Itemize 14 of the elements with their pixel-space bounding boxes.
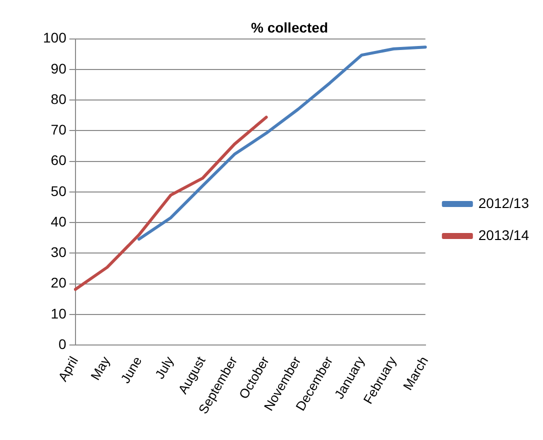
y-tick-label: 50 bbox=[50, 182, 67, 199]
y-tick-label: 30 bbox=[50, 244, 67, 260]
y-tick-label: 70 bbox=[50, 122, 67, 138]
y-tick-label: 0 bbox=[58, 336, 67, 352]
y-tick-label: 80 bbox=[50, 90, 67, 107]
y-tick-label: 90 bbox=[50, 60, 67, 76]
y-tick-label: 100 bbox=[43, 30, 67, 46]
y-tick-label: 40 bbox=[50, 213, 67, 230]
legend-label: 2012/13 bbox=[478, 194, 530, 211]
y-tick-label: 20 bbox=[50, 274, 67, 291]
chart-title: % collected bbox=[250, 19, 328, 36]
legend-label: 2013/14 bbox=[478, 226, 530, 243]
y-tick-label: 60 bbox=[50, 152, 67, 168]
y-tick-label: 10 bbox=[50, 305, 67, 322]
